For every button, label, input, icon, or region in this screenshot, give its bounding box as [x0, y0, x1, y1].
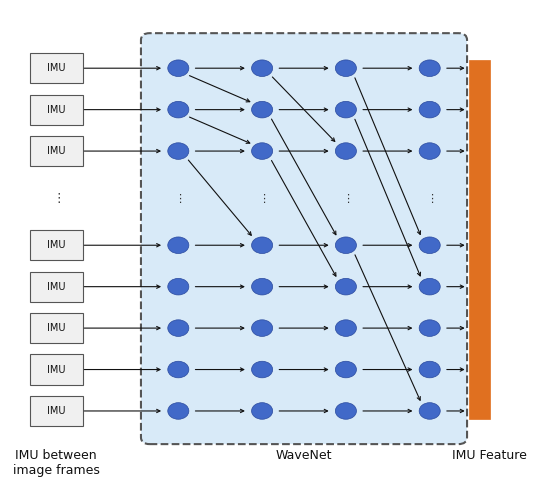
Circle shape	[251, 361, 273, 378]
FancyBboxPatch shape	[469, 60, 490, 419]
Circle shape	[335, 60, 356, 77]
Text: IMU: IMU	[47, 323, 65, 333]
Circle shape	[335, 361, 356, 378]
Text: IMU: IMU	[47, 146, 65, 156]
Circle shape	[419, 320, 440, 336]
Circle shape	[168, 143, 189, 159]
Circle shape	[251, 278, 273, 295]
Circle shape	[335, 143, 356, 159]
FancyBboxPatch shape	[30, 396, 83, 426]
Circle shape	[251, 320, 273, 336]
Text: $\vdots$: $\vdots$	[258, 192, 266, 205]
Circle shape	[168, 361, 189, 378]
Circle shape	[251, 102, 273, 118]
FancyBboxPatch shape	[141, 33, 467, 444]
Text: IMU: IMU	[47, 406, 65, 416]
Circle shape	[251, 237, 273, 253]
Circle shape	[419, 237, 440, 253]
FancyBboxPatch shape	[30, 271, 83, 302]
FancyBboxPatch shape	[30, 230, 83, 260]
Text: IMU: IMU	[47, 63, 65, 73]
Circle shape	[251, 60, 273, 77]
FancyBboxPatch shape	[30, 136, 83, 166]
Text: IMU: IMU	[47, 105, 65, 115]
FancyBboxPatch shape	[30, 53, 83, 83]
Circle shape	[335, 403, 356, 419]
Circle shape	[335, 237, 356, 253]
Text: IMU between
image frames: IMU between image frames	[13, 449, 100, 477]
Text: $\vdots$: $\vdots$	[174, 192, 182, 205]
Text: $\vdots$: $\vdots$	[52, 191, 60, 205]
Circle shape	[168, 60, 189, 77]
Circle shape	[251, 143, 273, 159]
Text: WaveNet: WaveNet	[276, 449, 332, 462]
Text: IMU Feature: IMU Feature	[452, 449, 527, 462]
Circle shape	[419, 143, 440, 159]
Circle shape	[419, 60, 440, 77]
FancyBboxPatch shape	[30, 355, 83, 384]
Text: $\vdots$: $\vdots$	[425, 192, 434, 205]
Circle shape	[168, 237, 189, 253]
Circle shape	[335, 278, 356, 295]
Circle shape	[335, 102, 356, 118]
FancyBboxPatch shape	[30, 95, 83, 124]
Text: IMU: IMU	[47, 365, 65, 374]
Circle shape	[168, 102, 189, 118]
Circle shape	[419, 102, 440, 118]
Circle shape	[168, 320, 189, 336]
Text: $\vdots$: $\vdots$	[342, 192, 350, 205]
Circle shape	[335, 320, 356, 336]
Circle shape	[251, 403, 273, 419]
Circle shape	[419, 278, 440, 295]
Circle shape	[419, 361, 440, 378]
Text: IMU: IMU	[47, 282, 65, 292]
Circle shape	[168, 278, 189, 295]
Text: IMU: IMU	[47, 240, 65, 250]
Circle shape	[168, 403, 189, 419]
Circle shape	[419, 403, 440, 419]
FancyBboxPatch shape	[30, 313, 83, 343]
